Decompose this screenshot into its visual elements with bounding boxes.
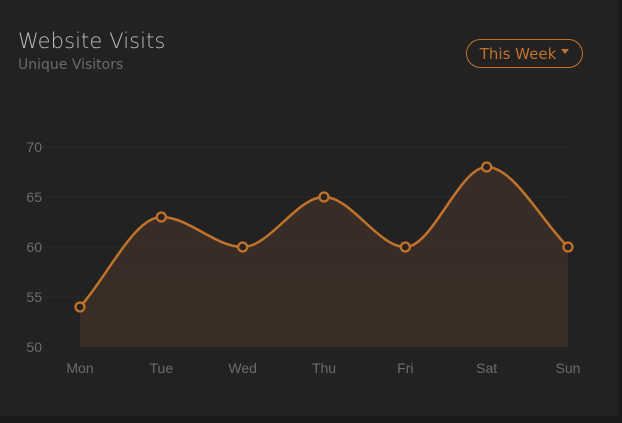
- series-area: [80, 167, 568, 347]
- chart-subtitle: Unique Visitors: [18, 57, 124, 73]
- time-range-dropdown-button[interactable]: This Week: [466, 39, 583, 68]
- x-tick-label-tue: Tue: [150, 360, 174, 376]
- x-tick-label-wed: Wed: [228, 360, 257, 376]
- visits-area-chart: 50 55 60 65 70 Mon Tue Wed Thu Fri Sat Sun: [26, 139, 580, 376]
- caret-down-icon: [561, 49, 570, 54]
- x-tick-label-sat: Sat: [476, 360, 497, 376]
- x-axis-ticks: Mon Tue Wed Thu Fri Sat Sun: [66, 360, 580, 376]
- x-tick-label-sun: Sun: [556, 360, 581, 376]
- data-point-sun[interactable]: [562, 241, 574, 253]
- point-layer: [74, 161, 574, 313]
- data-point-fri[interactable]: [399, 241, 411, 253]
- x-tick-label-mon: Mon: [66, 360, 93, 376]
- chart-title: Website Visits: [18, 29, 166, 53]
- data-point-sat[interactable]: [481, 161, 493, 173]
- y-tick-label: 65: [26, 189, 42, 205]
- time-range-label: This Week: [479, 44, 557, 63]
- y-tick-label: 70: [26, 139, 42, 155]
- y-tick-label: 50: [26, 339, 42, 355]
- data-point-mon[interactable]: [74, 301, 86, 313]
- y-axis-ticks: 50 55 60 65 70: [26, 139, 42, 355]
- card-edge-right: [618, 0, 622, 423]
- data-point-tue[interactable]: [155, 211, 167, 223]
- data-point-wed[interactable]: [237, 241, 249, 253]
- y-tick-label: 55: [26, 289, 42, 305]
- x-tick-label-thu: Thu: [312, 360, 336, 376]
- y-tick-label: 60: [26, 239, 42, 255]
- x-tick-label-fri: Fri: [397, 360, 413, 376]
- card-edge-bottom: [0, 416, 622, 423]
- data-point-thu[interactable]: [318, 191, 330, 203]
- area-layer: [80, 167, 568, 347]
